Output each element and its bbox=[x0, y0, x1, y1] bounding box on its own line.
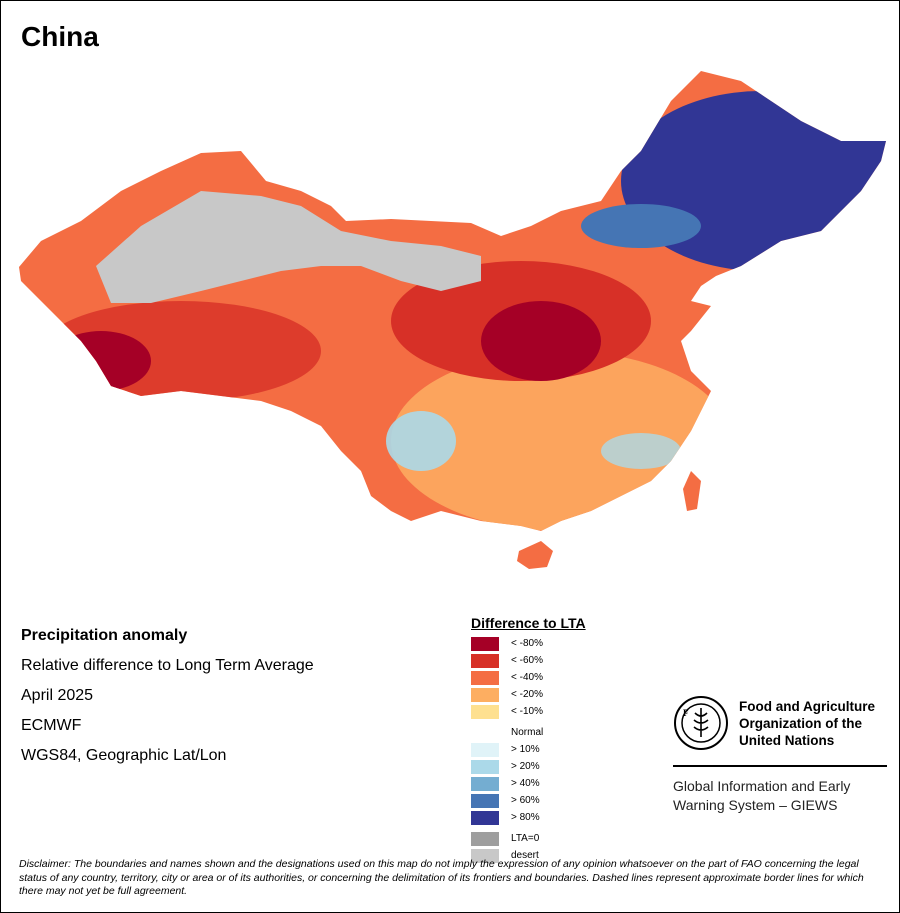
fao-divider bbox=[673, 765, 887, 767]
info-line-4: ECMWF bbox=[21, 717, 82, 734]
disclaimer: Disclaimer: The boundaries and names sho… bbox=[19, 858, 864, 897]
hainan-island bbox=[517, 541, 553, 569]
legend-item: < -10% bbox=[471, 703, 651, 720]
legend-item: > 60% bbox=[471, 792, 651, 809]
legend-label: > 40% bbox=[511, 778, 540, 789]
legend-label: > 10% bbox=[511, 744, 540, 755]
legend-swatch bbox=[471, 653, 499, 668]
info-line-5: WGS84, Geographic Lat/Lon bbox=[21, 747, 227, 764]
fao-logo-letter-f: F bbox=[683, 708, 689, 718]
legend-item: < -60% bbox=[471, 652, 651, 669]
map-title: China bbox=[21, 21, 99, 52]
info-line-2: Relative difference to Long Term Average bbox=[21, 657, 314, 674]
legend-label: > 80% bbox=[511, 812, 540, 823]
xinjiang-desert bbox=[96, 191, 481, 303]
legend-swatch bbox=[471, 670, 499, 685]
legend-swatch bbox=[471, 636, 499, 651]
taiwan-island bbox=[683, 471, 701, 511]
legend-label: Normal bbox=[511, 727, 544, 738]
legend-swatch bbox=[471, 687, 499, 702]
fao-name-line-3: United Nations bbox=[739, 732, 835, 748]
fao-name-line-2: Organization of the bbox=[739, 715, 862, 731]
info-line-3: April 2025 bbox=[21, 687, 94, 704]
legend-label: < -80% bbox=[511, 638, 543, 649]
legend-label: < -60% bbox=[511, 655, 543, 666]
legend-item: > 80% bbox=[471, 809, 651, 826]
giews-name: Global Information and Early Warning Sys… bbox=[673, 777, 893, 815]
info-line-1: Precipitation anomaly bbox=[21, 627, 188, 644]
legend-label: < -40% bbox=[511, 672, 543, 683]
mainland-china bbox=[19, 71, 886, 531]
fao-name-line-1: Food and Agriculture bbox=[739, 698, 875, 714]
legend-label: LTA=0 bbox=[511, 833, 540, 844]
legend-item: > 10% bbox=[471, 741, 651, 758]
legend-rows: < -80% < -60% < -40% < -20% < -10% Normal > 10… bbox=[471, 635, 651, 864]
legend-label: desert bbox=[511, 850, 539, 861]
legend-label: > 60% bbox=[511, 795, 540, 806]
legend-swatch bbox=[471, 831, 499, 846]
legend-item: < -80% bbox=[471, 635, 651, 652]
legend-swatch bbox=[471, 759, 499, 774]
northeast-moderate-wet-zone bbox=[581, 204, 701, 248]
legend-swatch bbox=[471, 704, 499, 719]
legend-item: desert bbox=[471, 847, 651, 864]
central-strong-dry-zone bbox=[481, 301, 601, 381]
legend-item: LTA=0 bbox=[471, 830, 651, 847]
legend-swatch bbox=[471, 810, 499, 825]
legend-item: < -20% bbox=[471, 686, 651, 703]
legend-label: < -10% bbox=[511, 706, 543, 717]
east-coast-wet-zone bbox=[601, 433, 681, 469]
legend-swatch bbox=[471, 776, 499, 791]
fao-logo-icon: F bbox=[674, 696, 728, 750]
legend-swatch bbox=[471, 848, 499, 863]
legend-swatch bbox=[471, 793, 499, 808]
legend-swatch bbox=[471, 742, 499, 757]
legend-label: > 20% bbox=[511, 761, 540, 772]
fao-name: Food and Agriculture Organization of the… bbox=[739, 698, 875, 749]
legend-item: > 20% bbox=[471, 758, 651, 775]
legend-label: < -20% bbox=[511, 689, 543, 700]
map-legend: Difference to LTA < -80% < -60% < -40% < -2… bbox=[471, 615, 651, 864]
legend-swatch bbox=[471, 725, 499, 740]
sichuan-wet-zone bbox=[386, 411, 456, 471]
west-tibet-strong-dry-zone bbox=[51, 331, 151, 391]
fao-branding: F Food and Agriculture Organization of t… bbox=[673, 695, 893, 815]
tibet-dry-zone bbox=[41, 301, 321, 401]
giews-line-2: Warning System – GIEWS bbox=[673, 797, 838, 813]
legend-item: > 40% bbox=[471, 775, 651, 792]
legend-item: < -40% bbox=[471, 669, 651, 686]
giews-line-1: Global Information and Early bbox=[673, 778, 851, 794]
precipitation-map bbox=[19, 71, 886, 569]
legend-item: Normal bbox=[471, 724, 651, 741]
map-info: Precipitation anomaly Relative differenc… bbox=[21, 621, 314, 771]
legend-title: Difference to LTA bbox=[471, 615, 586, 631]
